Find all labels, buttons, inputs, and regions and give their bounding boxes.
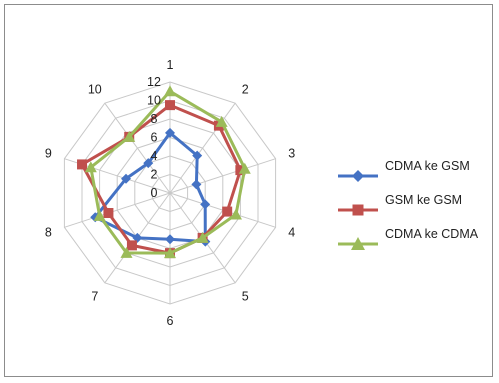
category-label-2: 2 [242,82,249,96]
radial-tick-label: 6 [151,131,158,145]
category-label-6: 6 [167,314,174,328]
legend-swatch-gsm-gsm [338,204,378,216]
radar-spoke-2 [169,102,236,194]
series-2-point-8 [103,208,114,219]
category-label-1: 1 [167,58,174,72]
radial-tick-label: 8 [151,112,158,126]
radial-tick-label: 12 [147,75,161,89]
series-3-point-9 [84,161,97,173]
category-label-4: 4 [288,226,295,240]
series-2-point-1 [165,100,175,111]
legend-label-cdma-gsm: CDMA ke GSM [385,159,470,173]
legend-swatch-cdma-gsm [338,170,378,182]
chart-frame: 0 2 4 6 8 10 12 1 2 3 4 5 6 7 8 9 10 CDMA ke GSM GSM ke … [4,4,493,377]
category-label-7: 7 [91,290,98,304]
series-1-point-2 [192,150,203,161]
series-1-point-6 [165,234,175,245]
radar-spoke-3 [169,158,276,194]
series-3-point-5 [196,231,209,243]
radial-tick-label: 4 [151,149,158,163]
series-3-point-6 [164,247,176,259]
series-3-point-7 [120,246,133,258]
series-1-point-1 [165,127,175,138]
category-label-8: 8 [45,226,52,240]
series-2-point-3 [235,165,246,176]
radial-tick-label: 0 [151,186,158,200]
legend-swatch-cdma-cdma [338,237,378,250]
series-2-point-7 [126,240,137,251]
series-3 [84,85,251,259]
legend-label-cdma-cdma: CDMA ke CDMA [385,227,479,241]
series-3-point-3 [238,162,251,174]
legend-label-gsm-gsm: GSM ke GSM [385,193,463,207]
series-1-point-4 [200,199,211,210]
series-1-point-3 [191,179,202,190]
category-label-10: 10 [88,82,102,96]
radar-spoke-8 [64,192,171,228]
category-label-3: 3 [288,146,295,160]
radar-series-layer [77,85,251,259]
series-2-point-4 [222,206,233,217]
radar-spoke-10 [104,102,171,194]
series-2-point-9 [77,159,88,170]
series-1-point-9 [121,173,132,184]
category-label-5: 5 [242,290,249,304]
radial-tick-label: 10 [147,94,161,108]
series-3-point-1 [164,85,176,97]
series-3-point-8 [93,209,106,221]
series-1-point-10 [143,158,154,169]
series-3-point-10 [123,130,136,142]
category-label-9: 9 [45,146,52,160]
series-3-point-2 [215,115,228,127]
radial-tick-label: 2 [151,168,158,182]
series-3-point-4 [229,208,242,220]
